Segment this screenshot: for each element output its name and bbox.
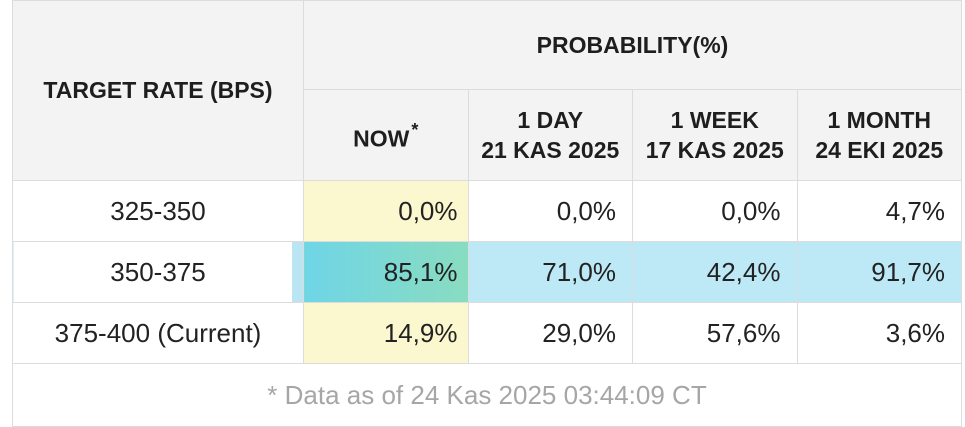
target-rate-cell: 350-375: [12, 241, 304, 303]
header-1-month: 1 MONTH 24 EKI 2025: [796, 89, 962, 181]
target-rate-cell: 325-350: [12, 180, 304, 242]
header-1-day-label: 1 DAY: [517, 107, 584, 133]
table-row: 325-350 0,0% 0,0% 0,0% 4,7%: [12, 180, 962, 242]
header-1-day-date: 21 KAS 2025: [481, 137, 620, 163]
table-row: 375-400 (Current) 14,9% 29,0% 57,6% 3,6%: [12, 302, 962, 364]
header-now: NOW *: [303, 89, 469, 181]
month-value-cell: 4,7%: [796, 180, 962, 242]
header-probability: PROBABILITY(%): [303, 0, 962, 90]
probability-table-container: TARGET RATE (BPS) PROBABILITY(%) NOW * 1 …: [12, 0, 962, 427]
header-row-top: TARGET RATE (BPS) PROBABILITY(%): [12, 0, 962, 181]
data-timestamp-note: * Data as of 24 Kas 2025 03:44:09 CT: [12, 363, 962, 427]
week-value-cell: 42,4%: [632, 241, 798, 303]
month-value-cell: 91,7%: [796, 241, 962, 303]
footer-row: * Data as of 24 Kas 2025 03:44:09 CT: [12, 363, 962, 427]
probability-table: TARGET RATE (BPS) PROBABILITY(%) NOW * 1 …: [12, 0, 962, 427]
table-row-highlighted: 350-375 85,1% 71,0% 42,4% 91,7%: [12, 241, 962, 303]
header-1-week: 1 WEEK 17 KAS 2025: [632, 89, 798, 181]
day-value-cell: 0,0%: [467, 180, 633, 242]
header-1-week-date: 17 KAS 2025: [645, 137, 784, 163]
target-rate-cell: 375-400 (Current): [12, 302, 304, 364]
header-1-month-date: 24 EKI 2025: [815, 137, 944, 163]
month-value-cell: 3,6%: [796, 302, 962, 364]
header-now-label: NOW: [353, 125, 410, 152]
now-value-cell: 85,1%: [303, 241, 469, 303]
header-1-month-label: 1 MONTH: [827, 107, 932, 133]
header-now-asterisk: *: [411, 119, 419, 140]
week-value-cell: 0,0%: [632, 180, 798, 242]
header-row-columns: NOW * 1 DAY 21 KAS 2025 1 WEEK 17 KAS 202…: [13, 89, 962, 181]
header-1-day: 1 DAY 21 KAS 2025: [467, 89, 633, 181]
day-value-cell: 71,0%: [467, 241, 633, 303]
now-value-cell: 0,0%: [303, 180, 469, 242]
header-1-week-label: 1 WEEK: [670, 107, 759, 133]
header-target-rate: TARGET RATE (BPS): [12, 0, 304, 181]
week-value-cell: 57,6%: [632, 302, 798, 364]
day-value-cell: 29,0%: [467, 302, 633, 364]
now-value-cell: 14,9%: [303, 302, 469, 364]
